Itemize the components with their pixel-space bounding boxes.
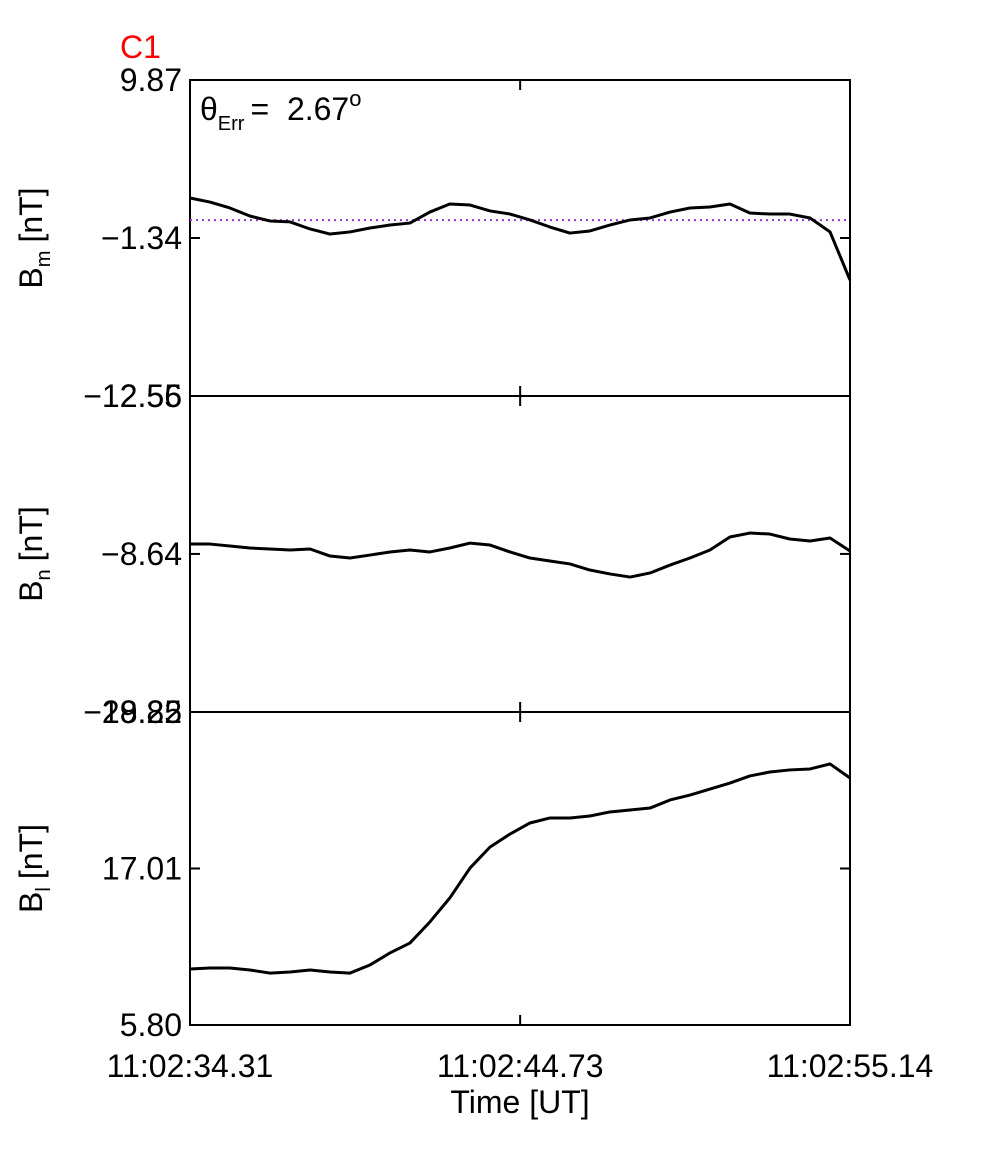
y-tick-label: 5.80: [120, 1007, 182, 1043]
x-tick-label: 11:02:34.31: [107, 1048, 274, 1084]
annotation-superscript: o: [349, 86, 361, 111]
data-line: [190, 531, 851, 579]
y-tick-label: −1.34: [101, 220, 182, 256]
plot-frame: [189, 79, 851, 397]
chart-title: C1: [120, 29, 161, 65]
x-tick-label: 11:02:44.73: [437, 1048, 604, 1084]
y-tick-label: −8.64: [101, 536, 182, 572]
annotation: θErr = 2.67o: [200, 86, 361, 135]
y-tick-label: 9.87: [120, 62, 182, 98]
y-tick-label: 17.01: [102, 851, 182, 887]
annotation-text: = 2.67: [250, 91, 349, 127]
y-label-unit: [nT]: [13, 824, 49, 879]
data-line: [189, 762, 851, 975]
y-label-symbol: B: [13, 580, 49, 601]
y-axis-label: Bl [nT]: [13, 824, 55, 913]
x-tick-label: 11:02:55.14: [767, 1048, 934, 1084]
y-label-subscript: n: [33, 569, 55, 580]
annotation-symbol: θ: [200, 91, 218, 127]
y-axis-label: Bn [nT]: [13, 506, 55, 602]
y-label-symbol: B: [13, 267, 49, 288]
annotation-subscript: Err: [218, 113, 245, 135]
x-axis-label: Time [UT]: [450, 1084, 589, 1120]
data-line: [189, 196, 852, 281]
y-axis-label: Bm [nT]: [13, 187, 55, 288]
plot-frame: [189, 711, 851, 1026]
y-label-unit: [nT]: [13, 187, 49, 242]
y-tick-label: −19.85: [83, 694, 182, 730]
y-tick-label: 28.22: [102, 694, 182, 730]
y-label-unit: [nT]: [13, 506, 49, 561]
y-tick-label: 2.56: [120, 378, 182, 414]
y-label-subscript: l: [33, 887, 55, 891]
y-label-subscript: m: [33, 251, 55, 268]
y-label-symbol: B: [13, 892, 49, 913]
y-tick-label: −12.55: [83, 378, 182, 414]
